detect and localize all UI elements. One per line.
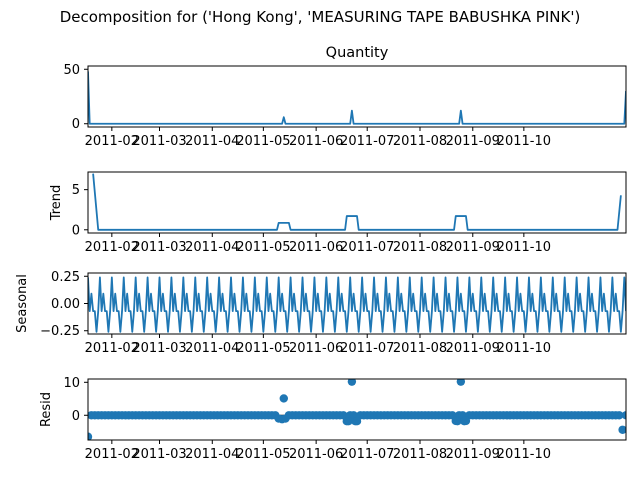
panel-3-xtick-label: 2011-04 bbox=[185, 341, 239, 356]
panel-1-xtick-label: 2011-02 bbox=[85, 134, 139, 149]
panel-1-xtick-label: 2011-09 bbox=[446, 134, 500, 149]
panel-4-xtick-label: 2011-08 bbox=[393, 447, 447, 462]
panel-3-xtick-label: 2011-09 bbox=[446, 341, 500, 356]
panel-4-data bbox=[88, 379, 626, 440]
panel-2-xtick-label: 2011-08 bbox=[393, 240, 447, 255]
panel-4-resid-point bbox=[88, 432, 93, 440]
panel-3-ytick-label: −0.25 bbox=[40, 324, 80, 339]
panel-2-xtick-label: 2011-06 bbox=[289, 240, 343, 255]
panel-4-ytick-label: 0 bbox=[72, 409, 80, 424]
panel-1-data bbox=[88, 71, 626, 125]
panel-4-xtick-label: 2011-07 bbox=[340, 447, 394, 462]
panel-3-xtick-label: 2011-05 bbox=[236, 341, 290, 356]
panel-3-seasonal-line bbox=[88, 276, 626, 333]
panel-1-xtick-label: 2011-08 bbox=[393, 134, 447, 149]
panel-2-frame bbox=[87, 171, 627, 234]
panel-4-resid-point bbox=[453, 417, 462, 426]
panel-3-ytick-label: 0.00 bbox=[51, 297, 80, 312]
panel-1-xtick-label: 2011-07 bbox=[340, 134, 394, 149]
panel-4-xtick-label: 2011-02 bbox=[85, 447, 139, 462]
panel-2-xtick-label: 2011-05 bbox=[236, 240, 290, 255]
panel-4-resid-point bbox=[614, 411, 624, 420]
panel-1-frame bbox=[87, 65, 627, 128]
panel-2-series-1-line bbox=[92, 173, 622, 231]
panel-4-resid-point bbox=[347, 379, 357, 386]
panel-1: 0502011-022011-032011-042011-052011-0620… bbox=[63, 45, 627, 149]
panel-4-resid-point bbox=[281, 414, 290, 423]
panel-2-ytick-label: 0 bbox=[72, 223, 80, 238]
panel-4-xtick-label: 2011-09 bbox=[446, 447, 500, 462]
panel-3-ylabel: Seasonal bbox=[15, 274, 30, 333]
panel-1-xtick-label: 2011-04 bbox=[185, 134, 239, 149]
panel-4-xtick-label: 2011-06 bbox=[289, 447, 343, 462]
panel-3-xtick-label: 2011-03 bbox=[132, 341, 186, 356]
panel-2-ylabel: Trend bbox=[49, 185, 64, 222]
panel-3-xtick-label: 2011-07 bbox=[340, 341, 394, 356]
panel-1-title: Quantity bbox=[326, 45, 389, 61]
panel-4-resid-point bbox=[352, 417, 362, 426]
panel-4-xtick-label: 2011-05 bbox=[236, 447, 290, 462]
panel-4-xtick-label: 2011-04 bbox=[185, 447, 239, 462]
panel-1-xtick-label: 2011-10 bbox=[497, 134, 551, 149]
panel-4-resid-point bbox=[461, 416, 471, 426]
panel-3-ytick-label: 0.25 bbox=[51, 270, 80, 285]
panel-1-xtick-label: 2011-03 bbox=[132, 134, 186, 149]
panel-4-resid-point bbox=[344, 417, 353, 426]
panel-4-resid-point bbox=[456, 379, 466, 386]
panel-1-ytick-label: 0 bbox=[72, 117, 80, 132]
panel-2-ytick-label: 5 bbox=[72, 183, 80, 198]
panel-1-xtick-label: 2011-06 bbox=[289, 134, 343, 149]
panel-1-xtick-label: 2011-05 bbox=[236, 134, 290, 149]
panel-2-xtick-label: 2011-09 bbox=[446, 240, 500, 255]
panel-3: −0.250.000.252011-022011-032011-042011-0… bbox=[15, 270, 627, 356]
panel-4-resid-point bbox=[279, 394, 288, 403]
panel-2-xtick-label: 2011-02 bbox=[85, 240, 139, 255]
panel-4-ylabel: Resid bbox=[39, 392, 54, 427]
panel-2-xtick-label: 2011-10 bbox=[497, 240, 551, 255]
figure-suptitle: Decomposition for ('Hong Kong', 'MEASURI… bbox=[60, 8, 581, 26]
panel-4-frame bbox=[87, 378, 627, 441]
panel-2-xtick-label: 2011-04 bbox=[185, 240, 239, 255]
panel-3-xtick-label: 2011-08 bbox=[393, 341, 447, 356]
panel-3-xtick-label: 2011-02 bbox=[85, 341, 139, 356]
panel-4: 0102011-022011-032011-042011-052011-0620… bbox=[39, 376, 627, 462]
panel-2-xtick-label: 2011-03 bbox=[132, 240, 186, 255]
panel-2-xtick-label: 2011-07 bbox=[340, 240, 394, 255]
panel-3-xtick-label: 2011-06 bbox=[289, 341, 343, 356]
panel-4-resid-point bbox=[618, 425, 626, 434]
panel-2-data bbox=[92, 173, 622, 231]
panel-1-series-1-line bbox=[88, 71, 626, 125]
panel-1-ytick-label: 50 bbox=[63, 63, 80, 78]
panel-4-xtick-label: 2011-10 bbox=[497, 447, 551, 462]
panel-3-data bbox=[88, 276, 626, 333]
panel-4-resid-point bbox=[621, 411, 626, 420]
panel-2: 052011-022011-032011-042011-052011-06201… bbox=[49, 171, 627, 255]
panel-3-xtick-label: 2011-10 bbox=[497, 341, 551, 356]
panel-4-xtick-label: 2011-03 bbox=[132, 447, 186, 462]
panel-4-ytick-label: 10 bbox=[63, 376, 80, 391]
